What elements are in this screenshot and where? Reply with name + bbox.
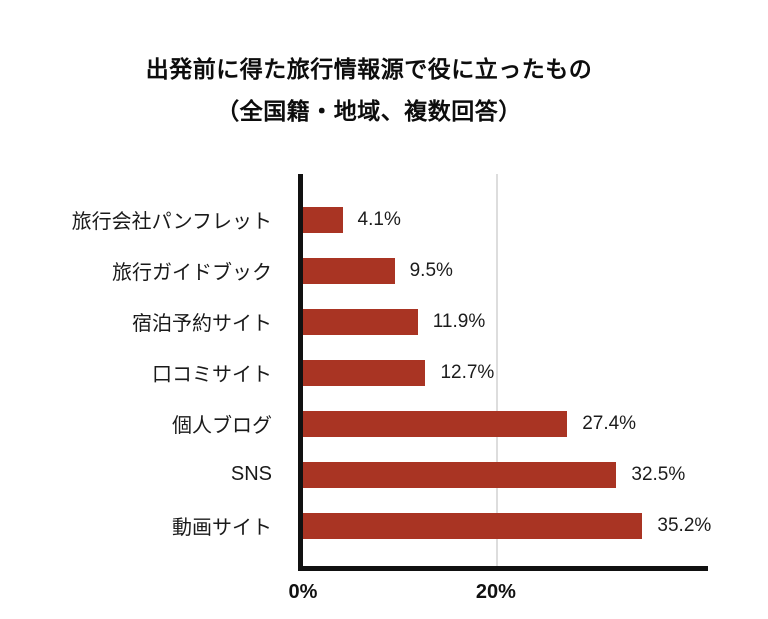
bar — [303, 461, 617, 488]
chart-title-line2: （全国籍・地域、複数回答） — [216, 98, 522, 124]
category-label: 口コミサイト — [152, 364, 272, 386]
x-axis-ticks: 0% 20% — [289, 581, 708, 615]
category-label: 旅行ガイドブック — [112, 262, 272, 284]
category-label: 動画サイト — [172, 517, 272, 539]
bar-value-label: 35.2% — [657, 514, 712, 536]
gridline-20-percent — [495, 174, 498, 566]
bar-row: 35.2% — [303, 500, 712, 551]
bar — [303, 308, 418, 335]
category-label: 旅行会社パンフレット — [71, 211, 272, 233]
bar-value-label: 12.7% — [440, 361, 495, 383]
chart-title-line1: 出発前に得た旅行情報源で役に立ったもの — [145, 56, 593, 82]
bar-row: 11.9% — [303, 296, 708, 347]
bar-row: 12.7% — [303, 347, 708, 398]
bar-row: 27.4% — [303, 398, 708, 449]
bar — [303, 512, 643, 539]
bar-value-label: 9.5% — [409, 259, 453, 281]
category-label: SNS — [230, 463, 272, 485]
bar-row: 4.1% — [303, 194, 708, 245]
bar-value-label: 32.5% — [631, 463, 686, 485]
bar — [303, 206, 343, 233]
bar — [303, 410, 568, 437]
bar-row: 9.5% — [303, 245, 708, 296]
bar-chart: 旅行会社パンフレット旅行ガイドブック宿泊予約サイト口コミサイト個人ブログ SNS 動… — [30, 174, 712, 571]
bar — [303, 257, 395, 284]
bar-row: 32.5% — [303, 449, 708, 500]
bar-value-label: 27.4% — [582, 412, 637, 434]
bar — [303, 359, 426, 386]
category-label: 宿泊予約サイト — [132, 313, 272, 335]
bar-value-label: 4.1% — [357, 208, 401, 230]
x-tick-20-percent: 20% — [475, 581, 516, 603]
x-tick-0-percent: 0% — [288, 581, 318, 603]
category-label: 個人ブログ — [172, 415, 272, 437]
chart-title: 出発前に得た旅行情報源で役に立ったもの （全国籍・地域、複数回答） — [30, 48, 708, 132]
category-labels-column: 旅行会社パンフレット旅行ガイドブック宿泊予約サイト口コミサイト個人ブログ SNS 動… — [30, 174, 298, 571]
bar-value-label: 11.9% — [432, 310, 486, 332]
plot-area: 4.1% 9.5% 11.9% 12.7% 27.4% 32.5% 35.2% — [298, 174, 712, 571]
